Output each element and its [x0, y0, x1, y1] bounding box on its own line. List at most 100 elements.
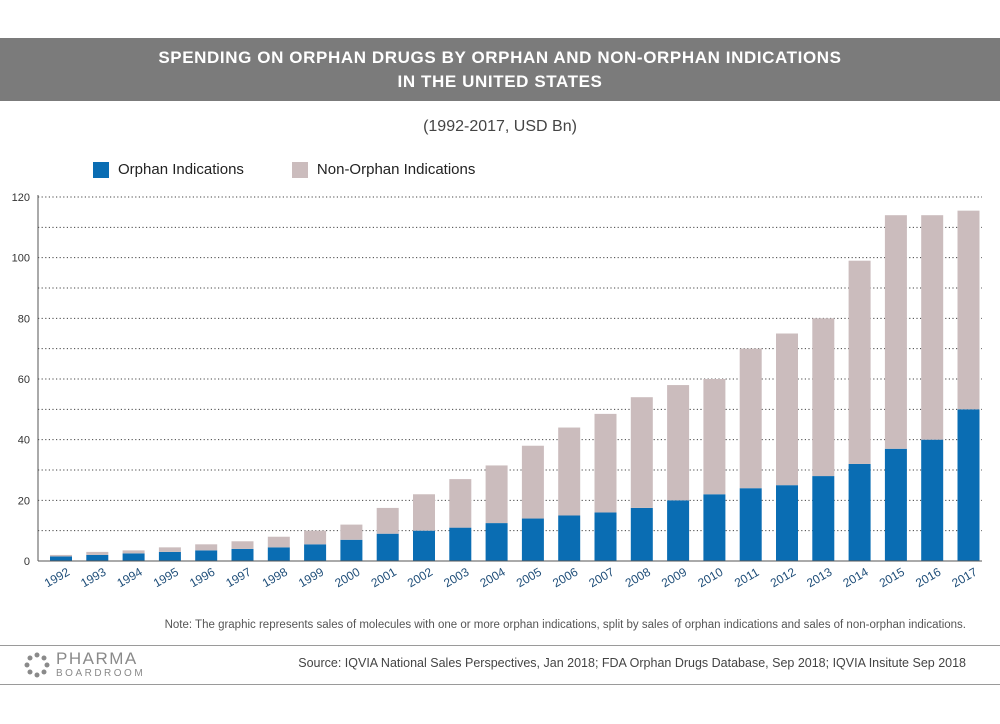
logo-text: PHARMA BOARDROOM: [56, 650, 145, 679]
x-tick-label: 1995: [151, 565, 181, 591]
x-tick-label: 1993: [78, 565, 108, 591]
chart-source: Source: IQVIA National Sales Perspective…: [298, 656, 966, 670]
x-tick-label: 2004: [478, 565, 508, 591]
legend-label-orphan: Orphan Indications: [118, 161, 244, 178]
x-tick-label: 1992: [42, 565, 72, 591]
x-tick-label: 2013: [804, 565, 834, 591]
x-tick-label: 2001: [369, 565, 399, 591]
x-tick-label: 2005: [514, 565, 544, 591]
bar-orphan-2007: [594, 512, 617, 561]
x-tick-label: 2008: [623, 565, 653, 591]
logo-word-top: PHARMA: [56, 649, 138, 668]
x-tick-label: 2002: [405, 565, 435, 591]
legend-label-non-orphan: Non-Orphan Indications: [316, 161, 476, 178]
y-tick-label: 120: [12, 192, 30, 204]
bar-non-orphan-2008: [630, 397, 653, 508]
x-tick-label: 1994: [115, 565, 145, 591]
bar-orphan-2005: [521, 518, 544, 561]
bar-non-orphan-2015: [884, 215, 907, 449]
bar-orphan-1996: [195, 550, 218, 561]
x-tick-label: 2017: [949, 565, 979, 591]
x-tick-label: 2012: [768, 565, 798, 591]
x-tick-label: 2016: [913, 565, 943, 591]
chart-legend: Orphan Indications Non-Orphan Indication…: [93, 161, 523, 178]
x-tick-label: 2010: [695, 565, 725, 591]
legend-item-non-orphan: Non-Orphan Indications: [291, 161, 476, 178]
footer-divider-top: [0, 645, 1000, 646]
bar-orphan-2009: [667, 500, 690, 561]
title-band: SPENDING ON ORPHAN DRUGS BY ORPHAN AND N…: [0, 38, 1000, 101]
bar-non-orphan-2012: [776, 333, 798, 486]
bar-orphan-2008: [630, 507, 653, 561]
bar-orphan-2003: [449, 527, 472, 561]
bar-orphan-2006: [558, 515, 581, 561]
bar-orphan-2012: [776, 485, 798, 561]
bar-non-orphan-1997: [231, 541, 254, 549]
bar-non-orphan-2005: [521, 445, 544, 519]
bar-non-orphan-1994: [122, 550, 145, 554]
bar-non-orphan-2011: [739, 348, 762, 489]
bar-non-orphan-2017: [957, 210, 980, 410]
bar-non-orphan-2001: [376, 507, 399, 534]
bar-non-orphan-2000: [340, 524, 363, 540]
y-tick-label: 40: [18, 435, 30, 447]
legend-swatch-orphan: [93, 161, 109, 178]
bar-orphan-2013: [812, 476, 835, 561]
y-tick-label: 100: [12, 253, 30, 265]
bar-non-orphan-2007: [594, 413, 617, 513]
bar-orphan-2011: [739, 488, 762, 561]
x-tick-label: 2003: [441, 565, 471, 591]
bar-non-orphan-1995: [158, 547, 181, 552]
bar-orphan-1997: [231, 548, 254, 561]
bar-orphan-2016: [921, 439, 944, 561]
bar-orphan-1992: [50, 556, 72, 561]
footer-divider-bottom: [0, 684, 1000, 685]
bar-non-orphan-1993: [86, 551, 109, 555]
logo-word-bottom: BOARDROOM: [56, 668, 146, 679]
bar-orphan-2004: [485, 523, 508, 561]
bar-non-orphan-1998: [267, 536, 290, 548]
bar-orphan-2000: [340, 539, 363, 561]
x-tick-label: 2014: [841, 565, 871, 591]
chart-title-line1: SPENDING ON ORPHAN DRUGS BY ORPHAN AND N…: [158, 47, 842, 67]
bar-orphan-1995: [158, 551, 181, 561]
chart-note: Note: The graphic represents sales of mo…: [164, 619, 966, 631]
stacked-bar-chart: 0 20 40 60 80 100 120 1992 1993 1994 1995 1996 1997 1…: [12, 192, 982, 591]
x-tick-label: 1996: [187, 565, 217, 591]
bar-orphan-1999: [304, 544, 327, 561]
bar-orphan-2010: [703, 494, 726, 561]
bar-orphan-2001: [376, 533, 399, 561]
bar-non-orphan-2004: [485, 465, 508, 524]
bar-non-orphan-2003: [449, 479, 472, 528]
x-tick-label: 1999: [296, 565, 326, 591]
y-tick-label: 80: [18, 313, 30, 325]
y-tick-label: 60: [18, 374, 30, 386]
bar-non-orphan-2009: [667, 385, 690, 501]
legend-item-orphan: Orphan Indications: [93, 161, 244, 178]
x-tick-label: 2015: [877, 565, 907, 591]
bar-orphan-1994: [122, 553, 145, 561]
y-tick-label: 0: [24, 556, 30, 568]
bar-non-orphan-2014: [848, 260, 871, 464]
logo-dots-icon: [24, 652, 50, 677]
x-tick-label: 1997: [223, 565, 253, 591]
bar-non-orphan-2002: [413, 494, 435, 531]
legend-swatch-non-orphan: [291, 161, 308, 178]
bar-orphan-2014: [848, 463, 871, 561]
bar-non-orphan-2013: [812, 318, 835, 477]
bar-non-orphan-1996: [195, 544, 218, 551]
x-tick-label: 2006: [550, 565, 580, 591]
x-tick-label: 2000: [332, 565, 362, 591]
chart-subtitle: (1992-2017, USD Bn): [423, 118, 577, 135]
bar-orphan-2017: [957, 409, 980, 561]
chart-title-line2: IN THE UNITED STATES: [397, 71, 603, 91]
bar-non-orphan-1999: [304, 530, 327, 545]
bar-non-orphan-1992: [50, 554, 72, 557]
bar-non-orphan-2006: [558, 427, 581, 516]
x-tick-label: 2009: [659, 565, 689, 591]
bar-non-orphan-2010: [703, 379, 726, 495]
bar-orphan-1993: [86, 554, 109, 561]
bar-orphan-1998: [267, 547, 290, 561]
x-tick-label: 2011: [732, 565, 762, 590]
y-tick-label: 20: [18, 495, 30, 507]
